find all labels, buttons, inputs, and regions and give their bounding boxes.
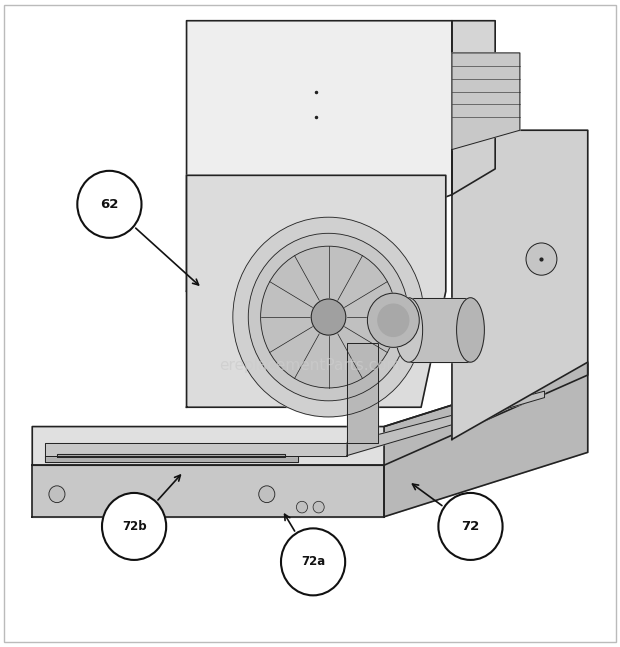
Polygon shape — [347, 391, 544, 455]
Polygon shape — [32, 362, 588, 465]
Polygon shape — [409, 298, 471, 362]
Polygon shape — [45, 455, 298, 462]
Circle shape — [313, 501, 324, 513]
Polygon shape — [187, 175, 446, 407]
Text: 72a: 72a — [301, 555, 326, 568]
Polygon shape — [187, 21, 452, 291]
Circle shape — [49, 486, 65, 503]
Circle shape — [248, 234, 409, 400]
Polygon shape — [57, 454, 285, 457]
Circle shape — [233, 217, 424, 417]
Polygon shape — [384, 362, 588, 517]
Circle shape — [311, 299, 346, 335]
Circle shape — [296, 501, 308, 513]
Text: ereplacementParts.com: ereplacementParts.com — [219, 358, 401, 373]
Circle shape — [78, 171, 141, 238]
Polygon shape — [32, 465, 384, 517]
Polygon shape — [452, 130, 588, 439]
Polygon shape — [45, 443, 347, 455]
Circle shape — [378, 304, 409, 336]
Polygon shape — [452, 53, 520, 149]
Circle shape — [259, 486, 275, 503]
Polygon shape — [347, 343, 378, 443]
Text: 72: 72 — [461, 520, 480, 533]
Circle shape — [260, 247, 396, 388]
Text: 72b: 72b — [122, 520, 146, 533]
Circle shape — [281, 529, 345, 595]
Ellipse shape — [456, 298, 484, 362]
Polygon shape — [452, 21, 495, 195]
Text: 62: 62 — [100, 198, 118, 211]
Ellipse shape — [395, 298, 423, 362]
Circle shape — [102, 493, 166, 560]
Circle shape — [438, 493, 503, 560]
Circle shape — [368, 293, 419, 347]
Circle shape — [526, 243, 557, 275]
